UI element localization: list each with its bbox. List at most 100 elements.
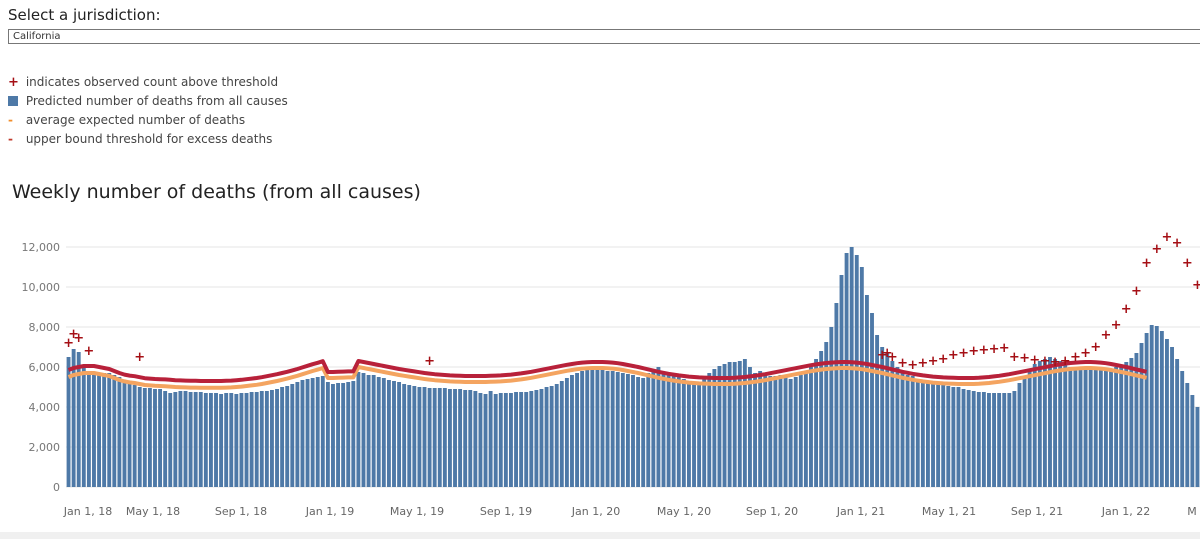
- bar: [697, 382, 702, 487]
- bar: [468, 390, 473, 487]
- above-threshold-marker: +: [1121, 302, 1132, 317]
- bar: [351, 381, 356, 487]
- bar: [981, 392, 986, 487]
- bar: [325, 382, 330, 487]
- above-threshold-marker: +: [978, 343, 989, 358]
- bar: [931, 383, 935, 487]
- bar: [514, 392, 518, 487]
- legend-item-above-threshold: + indicates observed count above thresho…: [8, 73, 288, 92]
- bar: [748, 367, 752, 487]
- bar: [1139, 343, 1144, 487]
- above-threshold-marker: +: [134, 350, 145, 365]
- bar: [646, 373, 651, 487]
- above-threshold-marker: +: [1060, 354, 1071, 369]
- bar: [1109, 369, 1113, 487]
- bar: [1175, 359, 1180, 487]
- bar: [712, 369, 717, 487]
- bar: [885, 353, 890, 487]
- bar: [1103, 369, 1108, 487]
- bar: [753, 373, 757, 487]
- bar: [671, 373, 676, 487]
- legend-item-expected: - average expected number of deaths: [8, 111, 288, 130]
- bar: [412, 386, 417, 487]
- bar: [371, 375, 376, 487]
- x-tick-label: Sep 1, 18: [215, 505, 267, 518]
- bar: [102, 373, 107, 487]
- bar: [890, 361, 895, 487]
- bar: [534, 390, 539, 487]
- bar: [346, 382, 351, 487]
- above-threshold-marker: +: [1161, 230, 1172, 245]
- above-threshold-marker: +: [958, 346, 969, 361]
- bar: [463, 390, 468, 487]
- y-tick-label: 4,000: [29, 401, 61, 414]
- bar: [829, 327, 834, 487]
- bar: [1063, 365, 1068, 487]
- bar: [636, 377, 641, 487]
- x-tick-label: May 1, 19: [390, 505, 444, 518]
- above-threshold-marker: +: [424, 354, 435, 369]
- bar: [707, 373, 712, 487]
- bar: [946, 386, 951, 487]
- bar: [641, 378, 646, 487]
- bar: [381, 378, 386, 487]
- x-tick-label: May 1, 18: [126, 505, 180, 518]
- bar: [214, 393, 218, 487]
- bar: [793, 377, 798, 487]
- bar: [1159, 331, 1164, 487]
- bar: [544, 387, 549, 487]
- bar: [224, 393, 229, 487]
- bar: [173, 392, 178, 487]
- jurisdiction-label: Select a jurisdiction:: [8, 6, 161, 24]
- bar: [71, 349, 76, 487]
- bar: [208, 393, 213, 487]
- bar: [615, 372, 620, 487]
- bar: [275, 389, 279, 487]
- bar: [203, 393, 208, 487]
- bar: [1129, 358, 1134, 487]
- above-threshold-marker: +: [1182, 256, 1193, 271]
- above-threshold-marker: +: [887, 350, 898, 365]
- bar: [198, 392, 203, 487]
- bar: [778, 375, 783, 487]
- bar: [86, 372, 91, 487]
- bar: [488, 391, 493, 487]
- bar: [936, 384, 941, 487]
- bar: [987, 393, 991, 487]
- bar: [620, 373, 625, 487]
- bar: [758, 371, 763, 487]
- bar: [1190, 395, 1195, 487]
- above-threshold-marker: +: [1172, 236, 1183, 251]
- above-threshold-marker: +: [968, 344, 979, 359]
- y-tick-label: 6,000: [29, 361, 61, 374]
- y-tick-label: 8,000: [29, 321, 61, 334]
- bar: [137, 387, 142, 487]
- above-threshold-marker: +: [1131, 284, 1142, 299]
- bar: [1185, 383, 1190, 487]
- above-threshold-marker: +: [897, 356, 908, 371]
- bar: [386, 380, 391, 487]
- x-tick-label: Jan 1, 18: [63, 505, 112, 518]
- bar: [524, 392, 529, 487]
- bar: [483, 394, 488, 487]
- bar: [595, 370, 600, 487]
- bar: [941, 385, 946, 487]
- jurisdiction-select[interactable]: California: [8, 29, 1200, 44]
- bar: [178, 391, 183, 487]
- bar: [539, 389, 544, 487]
- bar: [280, 387, 285, 487]
- bar: [407, 385, 412, 487]
- above-threshold-marker: +: [917, 356, 928, 371]
- bar: [732, 362, 737, 487]
- threshold-line: [67, 359, 1148, 383]
- bar: [976, 392, 981, 487]
- above-threshold-marker: +: [1029, 353, 1040, 368]
- bar: [188, 392, 193, 487]
- bar: [153, 389, 157, 487]
- bar: [285, 386, 290, 487]
- bar: [910, 376, 915, 487]
- bar: [966, 390, 971, 487]
- y-tick-label: 0: [53, 481, 60, 494]
- above-threshold-marker: +: [73, 331, 84, 346]
- bar: [864, 295, 869, 487]
